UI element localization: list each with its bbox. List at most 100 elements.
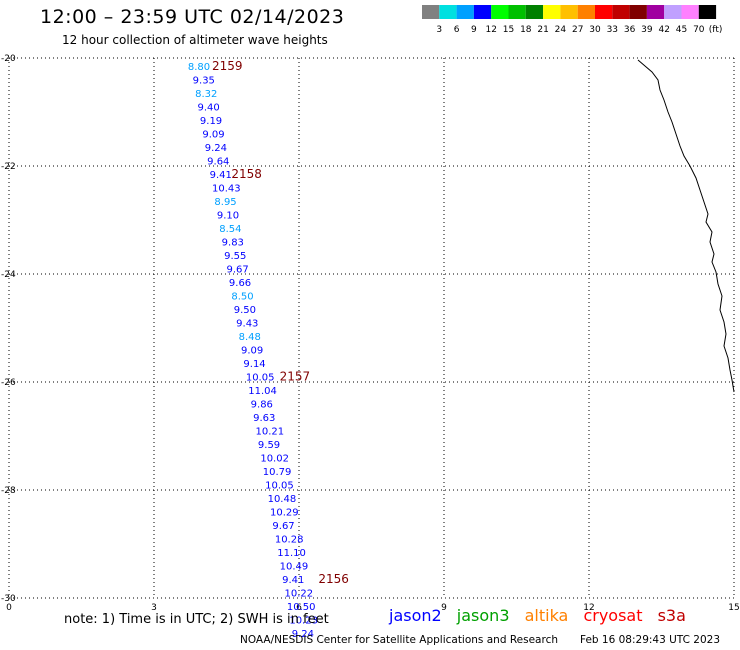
y-tick-label: -26 <box>1 378 16 388</box>
wave-height-label: 11.10 <box>277 548 306 559</box>
wave-height-label: 8.48 <box>239 332 261 343</box>
legend-unit: (ft) <box>709 25 723 35</box>
wave-height-label: 10.21 <box>256 427 285 438</box>
wave-height-label: 10.48 <box>268 494 297 505</box>
legend-label: 3 <box>436 25 442 35</box>
wave-height-label: 9.83 <box>222 238 244 249</box>
legend-label: 45 <box>676 25 687 35</box>
footer-note: note: 1) Time is in UTC; 2) SWH is in fe… <box>64 612 329 627</box>
legend-label: 12 <box>485 25 496 35</box>
wave-height-label: 10.02 <box>260 454 289 465</box>
wave-height-label: 9.64 <box>207 157 229 168</box>
wave-height-label: 10.29 <box>270 508 299 519</box>
wave-height-label: 8.54 <box>219 224 241 235</box>
wave-height-label: 9.09 <box>202 130 224 141</box>
wave-height-label: 9.67 <box>272 521 294 532</box>
x-tick-label: 0 <box>6 603 12 613</box>
wave-height-label: 9.10 <box>217 211 239 222</box>
legend-swatch <box>439 5 457 19</box>
wave-height-label: 10.28 <box>275 535 304 546</box>
legend-label: 42 <box>658 25 669 35</box>
x-tick-label: 12 <box>583 603 594 613</box>
x-tick-label: 3 <box>151 603 157 613</box>
chart-title: 12:00 – 23:59 UTC 02/14/2023 <box>40 6 345 28</box>
legend-swatch <box>629 5 647 19</box>
legend-swatch <box>525 5 544 19</box>
wave-height-label: 10.50 <box>287 602 316 613</box>
wave-height-label: 9.40 <box>198 103 220 114</box>
wave-height-label: 8.50 <box>231 292 253 303</box>
credit-date: Feb 16 08:29:43 UTC 2023 <box>580 634 720 646</box>
wave-height-label: 10.79 <box>263 467 292 478</box>
legend-swatch <box>491 5 509 19</box>
wave-height-label: 9.59 <box>258 440 280 451</box>
credit-text: NOAA/NESDIS Center for Satellite Applica… <box>240 634 558 646</box>
satellite-s3a: s3a <box>657 606 686 625</box>
legend-swatch <box>560 5 578 19</box>
satellite-altika: altika <box>524 606 569 625</box>
legend-swatch <box>577 5 595 19</box>
wave-height-label: 9.24 <box>205 143 227 154</box>
legend-swatch <box>473 5 492 19</box>
legend-swatch <box>422 5 440 19</box>
wave-height-label: 10.22 <box>285 589 314 600</box>
wave-height-label: 10.23 <box>289 616 318 627</box>
pass-number-label: 2159 <box>212 59 243 73</box>
wave-height-label: 9.41 <box>210 170 232 181</box>
legend-label: 18 <box>520 25 532 35</box>
wave-height-label: 9.66 <box>229 278 251 289</box>
wave-height-label: 8.32 <box>195 89 217 100</box>
wave-height-label: 8.95 <box>214 197 236 208</box>
coastline <box>637 59 735 393</box>
pass-number-label: 2158 <box>231 167 262 181</box>
legend-label: 27 <box>572 25 583 35</box>
wave-height-label: 9.86 <box>251 400 273 411</box>
wave-height-label: 10.49 <box>280 562 309 573</box>
legend-label: 6 <box>454 25 460 35</box>
y-tick-label: -28 <box>1 486 16 496</box>
wave-height-label: 9.14 <box>243 359 265 370</box>
y-tick-label: -20 <box>1 54 16 64</box>
y-tick-label: -24 <box>1 270 16 280</box>
x-tick-label: 9 <box>441 603 447 613</box>
legend-swatch <box>698 5 717 19</box>
legend-label: 33 <box>607 25 618 35</box>
wave-height-label: 9.63 <box>253 413 275 424</box>
satellite-jason2: jason2 <box>389 606 442 625</box>
legend-label: 30 <box>589 25 601 35</box>
wave-height-label: 9.67 <box>227 265 249 276</box>
color-legend: 3 6 9 12 15 18 21 24 27 30 33 36 39 42 45 70 (ft) <box>422 5 723 35</box>
satellite-legend: jason2 jason3 altika cryosat s3a <box>389 606 696 625</box>
satellite-cryosat: cryosat <box>583 606 643 625</box>
wave-height-label: 9.41 <box>282 575 304 586</box>
legend-swatch <box>595 5 613 19</box>
wave-height-label: 11.04 <box>248 386 277 397</box>
wave-height-label: 10.43 <box>212 184 241 195</box>
legend-label: 70 <box>693 25 705 35</box>
legend-swatch <box>456 5 474 19</box>
legend-label: 15 <box>503 25 514 35</box>
satellite-jason3: jason3 <box>456 606 510 625</box>
pass-number-label: 2157 <box>280 370 311 384</box>
wave-height-label: 9.19 <box>200 116 222 127</box>
wave-height-label: 9.35 <box>193 76 215 87</box>
x-tick-label: 15 <box>728 603 739 613</box>
legend-label: 21 <box>537 25 548 35</box>
y-tick-label: -22 <box>1 162 16 172</box>
legend-swatch <box>664 5 682 19</box>
legend-swatch <box>681 5 699 19</box>
legend-label: 36 <box>624 25 636 35</box>
legend-swatch <box>508 5 526 19</box>
wave-height-label: 9.43 <box>236 319 258 330</box>
y-tick-label: -30 <box>1 594 16 604</box>
legend-label: 39 <box>641 25 653 35</box>
legend-label: 24 <box>555 25 567 35</box>
chart-subtitle: 12 hour collection of altimeter wave hei… <box>62 33 328 47</box>
legend-swatch <box>543 5 561 19</box>
legend-swatch <box>646 5 665 19</box>
wave-height-label: 10.05 <box>246 373 275 384</box>
x-tick-label: 6 <box>296 603 302 613</box>
pass-number-label: 2156 <box>318 572 349 586</box>
wave-height-label: 9.24 <box>292 629 314 640</box>
